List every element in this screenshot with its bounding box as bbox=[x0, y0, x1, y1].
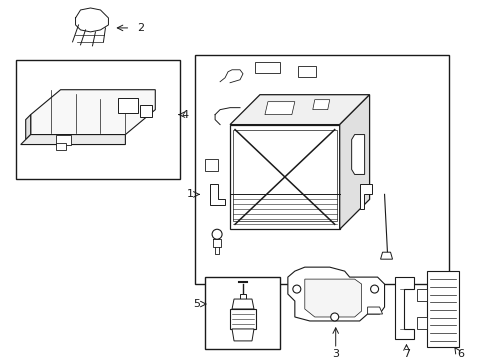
Polygon shape bbox=[394, 277, 414, 339]
Polygon shape bbox=[297, 66, 315, 77]
Polygon shape bbox=[264, 102, 294, 114]
Text: 4: 4 bbox=[181, 110, 188, 120]
Text: 5: 5 bbox=[193, 299, 200, 309]
Bar bbox=[16, 60, 180, 179]
Text: 7: 7 bbox=[402, 349, 409, 359]
Polygon shape bbox=[359, 184, 371, 209]
Polygon shape bbox=[417, 289, 427, 301]
Polygon shape bbox=[26, 114, 31, 140]
Text: 3: 3 bbox=[331, 349, 339, 359]
Circle shape bbox=[370, 285, 378, 293]
Bar bbox=[233, 130, 336, 221]
Polygon shape bbox=[31, 90, 155, 135]
Polygon shape bbox=[287, 267, 384, 321]
Polygon shape bbox=[339, 95, 369, 229]
Bar bbox=[195, 55, 448, 284]
Bar bbox=[204, 277, 279, 349]
Polygon shape bbox=[380, 252, 392, 259]
Polygon shape bbox=[229, 95, 369, 125]
Text: 6: 6 bbox=[456, 349, 463, 359]
Polygon shape bbox=[56, 135, 70, 144]
Polygon shape bbox=[204, 159, 218, 171]
Text: 2: 2 bbox=[137, 23, 143, 33]
Circle shape bbox=[212, 229, 222, 239]
Polygon shape bbox=[254, 62, 279, 73]
Polygon shape bbox=[312, 100, 329, 110]
Text: 1: 1 bbox=[186, 189, 193, 199]
Circle shape bbox=[292, 285, 300, 293]
Polygon shape bbox=[229, 125, 339, 229]
Polygon shape bbox=[304, 279, 361, 317]
Circle shape bbox=[330, 313, 338, 321]
Polygon shape bbox=[118, 98, 138, 113]
Polygon shape bbox=[229, 309, 255, 329]
Polygon shape bbox=[232, 299, 253, 309]
Polygon shape bbox=[140, 105, 152, 117]
Polygon shape bbox=[240, 294, 245, 299]
Polygon shape bbox=[20, 135, 125, 144]
Polygon shape bbox=[232, 329, 253, 341]
Polygon shape bbox=[210, 184, 224, 205]
Polygon shape bbox=[351, 135, 364, 175]
Polygon shape bbox=[427, 271, 458, 347]
Polygon shape bbox=[417, 317, 427, 329]
Polygon shape bbox=[367, 307, 382, 314]
Polygon shape bbox=[56, 143, 65, 149]
